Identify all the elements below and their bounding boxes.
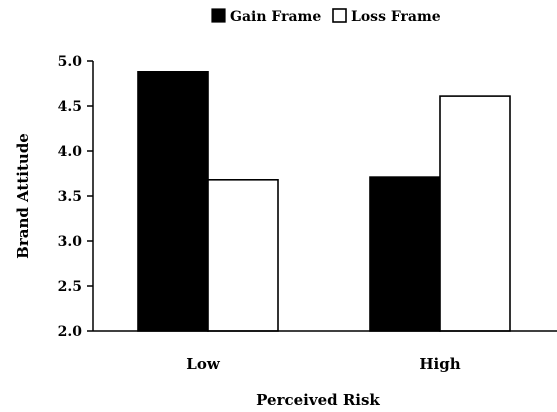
y-tick-label: 3.5 bbox=[58, 189, 82, 205]
x-category-label-high: High bbox=[419, 355, 460, 373]
bar-high-gain-frame bbox=[369, 176, 441, 332]
legend-label-loss: Loss Frame bbox=[351, 9, 441, 25]
y-tick-label: 4.0 bbox=[58, 144, 83, 160]
y-tick-label: 2.5 bbox=[58, 279, 82, 295]
bar-high-loss-frame bbox=[439, 95, 511, 332]
bar-low-loss-frame bbox=[207, 179, 279, 332]
legend-label-gain: Gain Frame bbox=[230, 9, 321, 25]
y-axis-title: Brand Attitude bbox=[14, 133, 32, 259]
y-tick-label: 3.0 bbox=[58, 234, 83, 250]
legend-swatch-gain bbox=[211, 8, 226, 23]
bar-low-gain-frame bbox=[137, 71, 209, 332]
y-axis-ticks: 2.0 2.5 3.0 3.5 4.0 4.5 5.0 bbox=[58, 54, 93, 340]
x-category-label-low: Low bbox=[186, 355, 221, 373]
y-tick-label: 4.5 bbox=[58, 99, 82, 115]
legend: Gain Frame Loss Frame bbox=[211, 8, 441, 25]
legend-swatch-loss bbox=[332, 8, 347, 23]
y-tick-label: 2.0 bbox=[58, 324, 83, 340]
bars bbox=[137, 71, 511, 332]
y-tick-label: 5.0 bbox=[58, 54, 83, 70]
x-axis-title: Perceived Risk bbox=[256, 391, 380, 409]
